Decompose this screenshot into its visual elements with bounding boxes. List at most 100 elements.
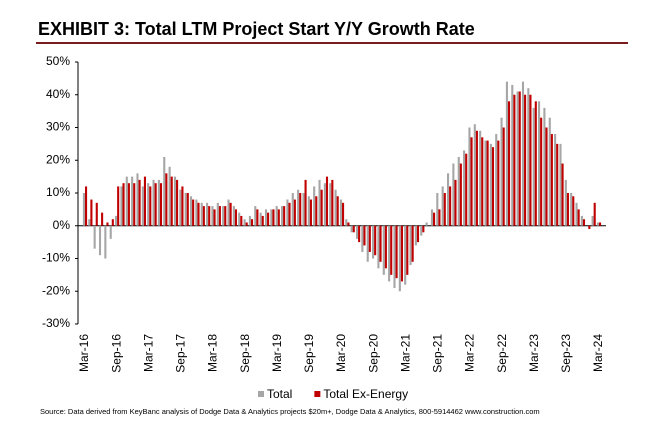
- y-tick-label: 10%: [46, 185, 70, 199]
- bar: [307, 196, 310, 226]
- bar: [227, 199, 230, 226]
- bar: [111, 219, 114, 226]
- bar: [518, 91, 521, 226]
- bar: [318, 179, 321, 226]
- bar: [358, 225, 361, 243]
- x-tick-label: Mar-17: [141, 334, 155, 372]
- bar: [561, 163, 564, 226]
- bar: [540, 117, 543, 226]
- bar: [497, 140, 500, 226]
- bar: [511, 84, 514, 226]
- bar: [430, 209, 434, 226]
- bar: [559, 143, 562, 226]
- bar: [195, 199, 198, 226]
- bar: [168, 166, 171, 226]
- bar: [95, 202, 98, 226]
- bar: [297, 189, 300, 226]
- bar: [463, 150, 466, 226]
- bar: [521, 81, 525, 226]
- bar: [339, 199, 342, 226]
- bar: [152, 179, 155, 226]
- bar: [556, 143, 559, 226]
- bar: [572, 196, 575, 226]
- bar: [377, 225, 380, 269]
- bar: [216, 202, 219, 226]
- x-tick-label: Sep-21: [431, 334, 445, 373]
- bar: [206, 202, 209, 226]
- bar: [452, 163, 455, 226]
- bar: [176, 179, 179, 226]
- bar: [109, 225, 112, 239]
- bar: [165, 173, 168, 226]
- bar: [473, 124, 476, 226]
- bar: [443, 193, 446, 226]
- bar: [325, 176, 329, 226]
- bar: [261, 215, 264, 226]
- bar: [414, 225, 417, 246]
- bar: [281, 206, 284, 226]
- bar: [352, 225, 355, 233]
- x-tick-label: Mar-22: [463, 334, 477, 372]
- bar: [342, 202, 345, 226]
- bar: [192, 199, 195, 226]
- bar: [582, 219, 586, 226]
- bar: [232, 206, 235, 226]
- bar: [420, 225, 423, 236]
- bar: [411, 225, 414, 262]
- bar: [395, 225, 398, 279]
- bar: [507, 101, 511, 226]
- bar: [270, 209, 273, 226]
- y-tick-label: 50%: [46, 54, 70, 68]
- bar: [532, 107, 535, 226]
- bar: [179, 189, 182, 226]
- x-tick-label: Mar-20: [334, 334, 348, 372]
- x-tick-label: Mar-16: [77, 334, 91, 372]
- x-tick-label: Mar-23: [527, 334, 541, 372]
- bar: [566, 193, 569, 226]
- bar: [197, 202, 200, 226]
- bar: [250, 219, 254, 226]
- bar: [238, 212, 241, 226]
- bar: [436, 193, 439, 226]
- x-tick-label: Sep-22: [495, 334, 509, 373]
- bar: [309, 199, 312, 226]
- bar: [470, 137, 473, 226]
- bar: [163, 156, 166, 226]
- bar: [222, 206, 225, 226]
- bar: [361, 225, 364, 252]
- bar: [213, 209, 216, 226]
- y-tick-label: 40%: [46, 87, 70, 101]
- bar: [502, 127, 505, 226]
- bar: [524, 94, 527, 226]
- bar: [323, 183, 326, 226]
- bar: [425, 222, 428, 226]
- bar: [184, 193, 187, 226]
- bar: [513, 94, 516, 226]
- bar: [93, 225, 96, 249]
- bar: [400, 225, 403, 282]
- bar: [147, 183, 150, 226]
- bar: [534, 101, 537, 226]
- bar: [315, 196, 318, 226]
- bar: [173, 176, 177, 226]
- bar: [486, 140, 489, 226]
- bar: [481, 137, 484, 226]
- bar: [211, 206, 214, 226]
- bar: [101, 212, 104, 226]
- bar: [495, 134, 498, 226]
- bar: [336, 196, 339, 226]
- bar: [122, 183, 125, 226]
- bar: [283, 206, 286, 226]
- bar: [457, 156, 460, 226]
- bar: [224, 206, 227, 226]
- bar: [516, 91, 519, 226]
- bar: [208, 206, 211, 226]
- bar: [267, 212, 270, 226]
- bar: [570, 193, 573, 226]
- bar: [350, 225, 353, 233]
- bar: [98, 225, 102, 256]
- bar: [545, 127, 548, 226]
- bar: [302, 193, 305, 226]
- bar: [527, 88, 530, 226]
